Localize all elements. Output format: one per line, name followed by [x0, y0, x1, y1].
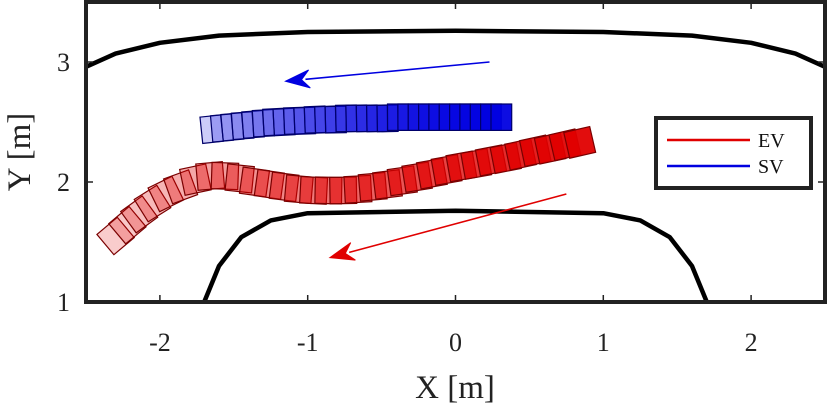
road-boundary-lower	[202, 208, 709, 302]
ev-footprint	[107, 205, 147, 245]
y-axis-ticks: 1 2 3	[57, 48, 825, 317]
ev-footprint	[119, 195, 159, 234]
ev-footprint	[133, 184, 172, 223]
ev-footprint	[162, 169, 199, 205]
x-tick-label: 2	[745, 328, 758, 357]
x-tick-label: 0	[449, 328, 462, 357]
ev-footprint	[210, 161, 240, 191]
direction-arrows	[284, 61, 567, 261]
legend-box	[654, 116, 813, 190]
sv-footprint	[490, 103, 513, 131]
direction-arrow-head-0	[284, 69, 311, 89]
x-tick-label: 1	[597, 328, 610, 357]
road-boundary-upper	[86, 28, 825, 69]
ev-footprint	[238, 166, 271, 198]
y-tick-label: 2	[57, 168, 70, 197]
vehicle-footprints	[96, 103, 597, 256]
x-tick-label: -2	[149, 328, 171, 357]
legend: EV SV	[654, 116, 813, 190]
direction-arrow-shaft-0	[305, 61, 490, 81]
x-tick-label: -1	[297, 328, 319, 357]
legend-ev-label: EV	[758, 130, 785, 152]
direction-arrow-head-1	[328, 242, 356, 261]
ev-footprint	[253, 168, 285, 201]
direction-arrow-shaft-1	[348, 193, 567, 254]
ev-footprint	[96, 216, 136, 256]
ev-footprint	[224, 163, 255, 194]
ev-footprint	[178, 163, 212, 196]
y-tick-label: 1	[57, 288, 70, 317]
legend-sv-label: SV	[758, 156, 784, 178]
y-tick-label: 3	[57, 48, 70, 77]
y-axis-label: Y [m]	[2, 113, 38, 192]
x-axis-label: X [m]	[415, 370, 495, 406]
ev-footprint	[563, 125, 597, 159]
x-axis-ticks: -2 -1 0 1 2	[149, 2, 758, 357]
road-boundaries	[86, 28, 825, 302]
